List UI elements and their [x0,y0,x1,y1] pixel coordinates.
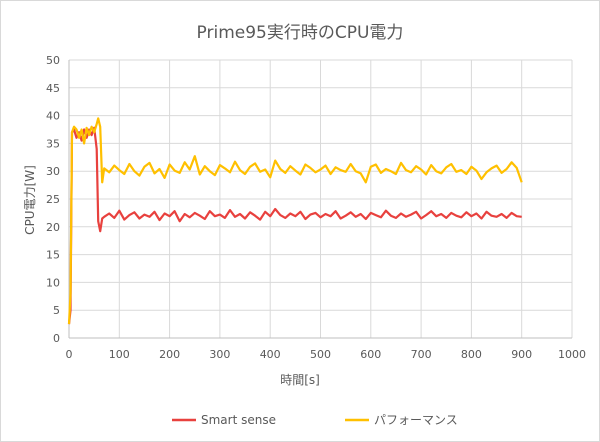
y-tick-label: 30 [46,165,60,178]
y-tick-label: 40 [46,110,60,123]
y-tick-label: 35 [46,137,60,150]
y-tick-label: 25 [46,193,60,206]
series-line-performance [67,117,523,325]
x-tick-label: 300 [209,348,230,361]
chart-title: Prime95実行時のCPU電力 [197,23,404,43]
series-line-smart-sense [67,126,522,325]
legend-label: パフォーマンス [374,413,458,427]
x-tick-label: 900 [511,348,532,361]
x-tick-label: 0 [66,348,73,361]
x-tick-label: 400 [260,348,281,361]
x-tick-label: 100 [109,348,130,361]
y-tick-label: 10 [46,276,60,289]
y-tick-label: 5 [53,304,60,317]
x-tick-label: 200 [159,348,180,361]
x-tick-label: 800 [461,348,482,361]
y-axis-title: CPU電力[W] [23,165,37,235]
y-tick-label: 45 [46,82,60,95]
x-tick-label: 700 [411,348,432,361]
y-tick-label: 20 [46,221,60,234]
x-tick-label: 600 [360,348,381,361]
y-tick-label: 0 [53,332,60,345]
y-tick-label: 50 [46,54,60,67]
x-tick-label: 1000 [558,348,586,361]
legend-label: Smart sense [201,413,276,427]
x-tick-label: 500 [310,348,331,361]
x-axis-title: 時間[s] [280,373,320,387]
y-tick-label: 15 [46,249,60,262]
